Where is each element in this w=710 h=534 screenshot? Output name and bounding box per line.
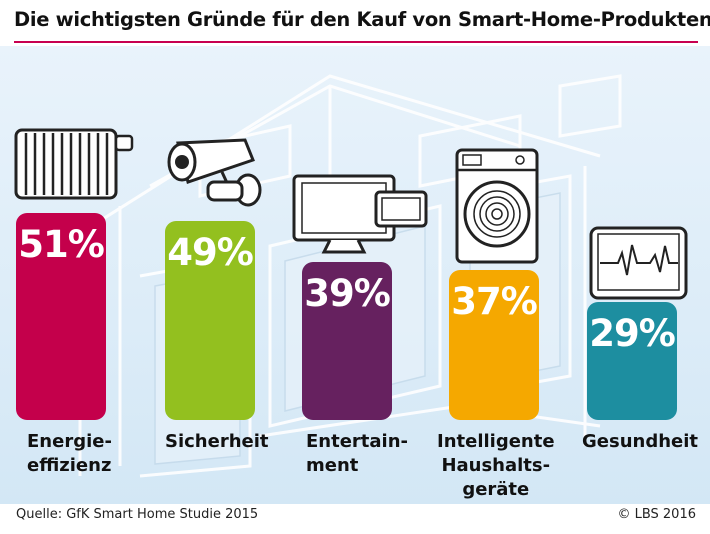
value-label: 29% bbox=[589, 312, 676, 356]
health-monitor-icon bbox=[589, 226, 688, 300]
chart-title: Die wichtigsten Gründe für den Kauf von … bbox=[14, 8, 710, 31]
washing-machine-icon bbox=[455, 148, 539, 264]
value-label: 49% bbox=[167, 231, 254, 275]
bar-entertainment: 39% bbox=[302, 261, 392, 420]
category-label-energieeffizienz: Energie- effizienz bbox=[27, 431, 112, 476]
value-label: 39% bbox=[304, 271, 391, 315]
copyright-note: © LBS 2016 bbox=[617, 507, 696, 522]
category-label-sicherheit: Sicherheit bbox=[165, 431, 269, 452]
title-underline bbox=[14, 41, 698, 43]
tv-tablet-icon bbox=[292, 174, 428, 254]
value-label: 51% bbox=[18, 222, 105, 266]
category-label-gesundheit: Gesundheit bbox=[582, 431, 699, 452]
source-note: Quelle: GfK Smart Home Studie 2015 bbox=[16, 507, 259, 522]
category-label-entertainment: Entertain- ment bbox=[306, 431, 409, 476]
bar-sicherheit: 49% bbox=[165, 221, 255, 420]
radiator-icon bbox=[14, 128, 134, 200]
security-camera-icon bbox=[167, 138, 262, 207]
bar-energieeffizienz: 51% bbox=[16, 212, 106, 420]
category-label-haushaltsgeraete: Intelligente Haushalts- geräte bbox=[437, 431, 555, 500]
value-label: 37% bbox=[451, 279, 538, 323]
bar-gesundheit: 29% bbox=[587, 302, 677, 420]
bar-haushaltsgeraete: 37% bbox=[449, 269, 539, 420]
